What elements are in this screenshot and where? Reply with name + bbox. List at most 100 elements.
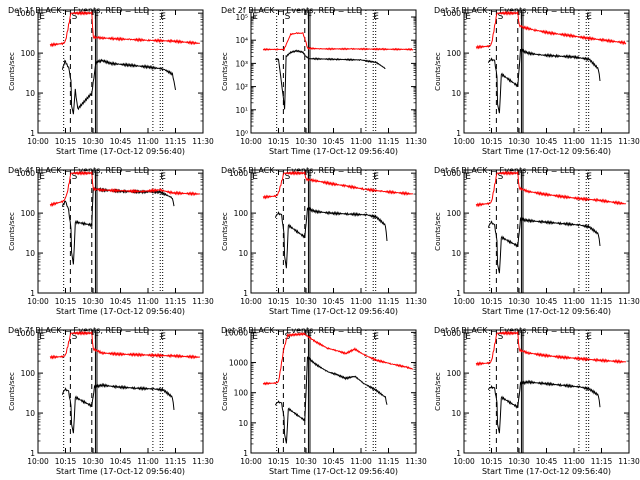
y-tick-label: 10: [451, 409, 461, 418]
y-axis-label: Counts/sec: [434, 52, 442, 91]
events-series: [61, 382, 175, 434]
x-tick-label: 11:15: [591, 297, 613, 306]
phase-marker: S: [285, 172, 291, 182]
x-axis-label: Start Time (17-Oct-12 09:56:40): [56, 467, 185, 476]
y-axis-label: Counts/sec: [434, 212, 442, 251]
lld-series: [262, 331, 414, 386]
x-tick-label: 10:30: [82, 137, 104, 146]
plot-frame: [37, 9, 204, 134]
lld-series: [49, 10, 201, 48]
y-tick-label: 10: [238, 419, 248, 428]
phase-marker: E: [160, 332, 166, 342]
x-tick-label: 10:45: [323, 457, 345, 466]
x-tick-label: 10:45: [110, 457, 132, 466]
x-tick-label: 10:15: [268, 297, 290, 306]
y-tick-label: 1: [243, 449, 248, 458]
phase-marker: E: [465, 12, 471, 22]
x-axis-label: Start Time (17-Oct-12 09:56:40): [56, 307, 185, 316]
x-tick-label: 11:30: [405, 297, 427, 306]
y-tick-label: 10: [25, 409, 35, 418]
x-tick-label: 10:45: [110, 297, 132, 306]
phase-marker: S: [498, 12, 504, 22]
y-tick-label: 100: [447, 49, 462, 58]
phase-marker: S: [285, 12, 291, 22]
x-tick-label: 10:15: [268, 137, 290, 146]
y-tick-label: 10: [25, 89, 35, 98]
y-tick-label: 1: [30, 129, 35, 138]
x-tick-label: 10:15: [481, 297, 503, 306]
x-tick-label: 10:00: [27, 297, 49, 306]
y-tick-label: 100: [447, 369, 462, 378]
phase-marker: S: [498, 332, 504, 342]
x-axis-label: Start Time (17-Oct-12 09:56:40): [482, 147, 611, 156]
x-tick-label: 10:30: [82, 457, 104, 466]
y-tick-label: 10⁰: [235, 129, 248, 138]
phase-marker: E: [160, 12, 166, 22]
x-tick-label: 11:30: [618, 137, 640, 146]
y-tick-label: 1000: [229, 359, 248, 368]
x-tick-label: 10:00: [240, 137, 262, 146]
y-tick-label: 1000: [229, 169, 248, 178]
x-tick-label: 10:30: [295, 137, 317, 146]
y-tick-label: 1: [30, 449, 35, 458]
x-tick-label: 10:00: [27, 457, 49, 466]
x-tick-label: 10:15: [55, 297, 77, 306]
x-tick-label: 10:30: [82, 297, 104, 306]
events-series: [487, 48, 601, 114]
y-tick-label: 100: [234, 389, 249, 398]
phase-marker: E: [465, 332, 471, 342]
y-tick-label: 10: [238, 249, 248, 258]
x-tick-label: 11:00: [563, 137, 585, 146]
x-tick-label: 10:00: [453, 457, 475, 466]
y-tick-label: 1: [30, 289, 35, 298]
y-tick-label: 100: [21, 49, 36, 58]
plot-frame: [37, 169, 204, 294]
y-axis-label: Counts/sec: [221, 212, 229, 251]
phase-marker: E: [252, 172, 258, 182]
plot-frame: [250, 9, 417, 134]
y-tick-label: 1000: [16, 169, 35, 178]
phase-marker: F: [94, 172, 99, 182]
y-tick-label: 10000: [224, 328, 248, 337]
x-tick-label: 10:15: [481, 457, 503, 466]
x-tick-label: 11:30: [192, 137, 214, 146]
y-tick-label: 1000: [16, 329, 35, 338]
plot-frame: [463, 169, 630, 294]
events-series: [274, 206, 388, 269]
events-series: [274, 356, 388, 444]
x-axis-label: Start Time (17-Oct-12 09:56:40): [56, 147, 185, 156]
phase-marker: E: [39, 172, 45, 182]
y-axis-label: Counts/sec: [434, 372, 442, 411]
x-tick-label: 11:00: [350, 137, 372, 146]
x-axis-label: Start Time (17-Oct-12 09:56:40): [269, 307, 398, 316]
x-tick-label: 11:00: [350, 457, 372, 466]
phase-marker: S: [72, 172, 78, 182]
x-tick-label: 10:15: [55, 457, 77, 466]
x-tick-label: 11:15: [165, 297, 187, 306]
y-tick-label: 10²: [235, 83, 248, 92]
x-tick-label: 11:30: [405, 137, 427, 146]
lld-series: [475, 330, 627, 367]
x-tick-label: 11:30: [192, 457, 214, 466]
x-tick-label: 10:30: [508, 137, 530, 146]
phase-marker: F: [520, 12, 525, 22]
x-tick-label: 10:30: [508, 297, 530, 306]
x-tick-label: 11:15: [378, 297, 400, 306]
y-tick-label: 1: [456, 449, 461, 458]
x-axis-label: Start Time (17-Oct-12 09:56:40): [482, 307, 611, 316]
phase-marker: E: [252, 332, 258, 342]
x-tick-label: 10:45: [323, 137, 345, 146]
phase-marker: E: [160, 172, 166, 182]
events-series: [487, 379, 601, 434]
x-tick-label: 11:00: [137, 137, 159, 146]
plot-frame: [250, 169, 417, 294]
x-tick-label: 10:45: [110, 137, 132, 146]
phase-marker: E: [373, 12, 379, 22]
phase-marker: S: [498, 172, 504, 182]
